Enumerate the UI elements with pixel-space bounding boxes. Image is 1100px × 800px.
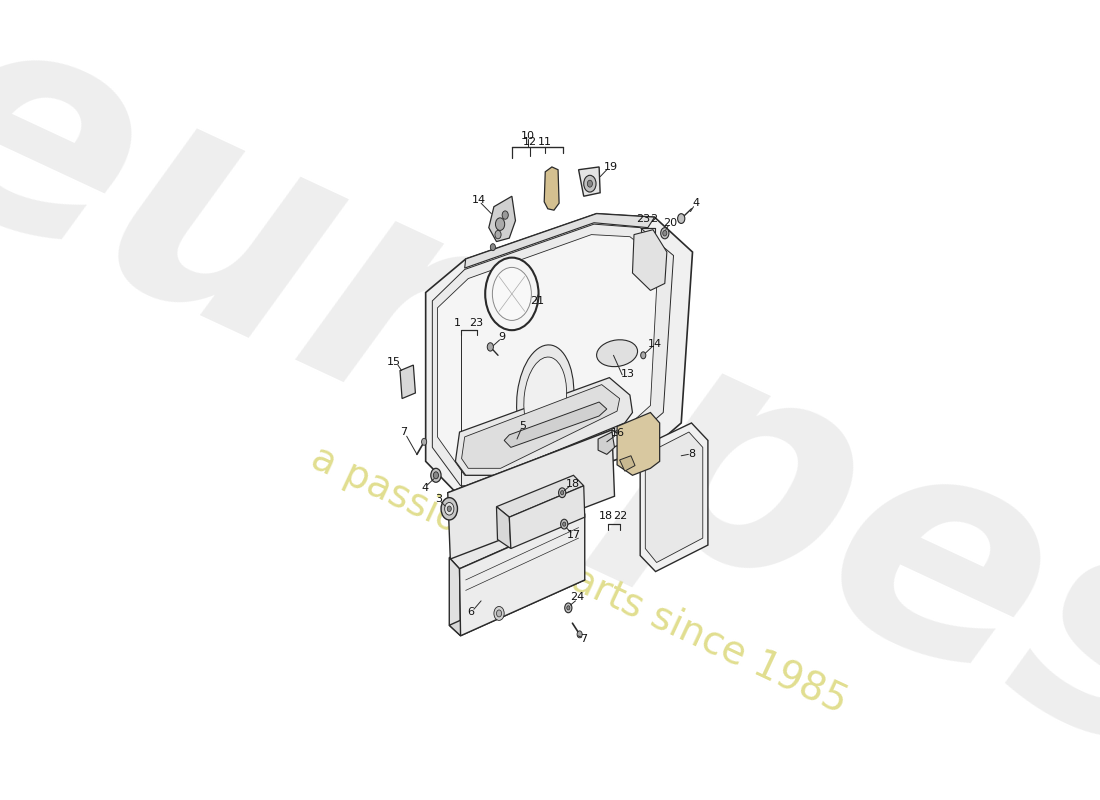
Polygon shape (509, 486, 585, 549)
Polygon shape (432, 224, 673, 486)
Ellipse shape (517, 345, 574, 452)
Circle shape (496, 610, 502, 617)
Circle shape (578, 631, 582, 638)
Circle shape (487, 342, 494, 351)
Text: 20: 20 (663, 218, 676, 228)
Polygon shape (449, 570, 585, 636)
Text: 2: 2 (650, 214, 658, 223)
Ellipse shape (524, 357, 567, 440)
Circle shape (444, 502, 454, 515)
Polygon shape (646, 432, 703, 562)
Circle shape (640, 352, 646, 358)
Text: 7: 7 (400, 427, 408, 437)
Polygon shape (462, 385, 619, 468)
Text: 21: 21 (530, 296, 544, 306)
Circle shape (566, 606, 570, 610)
Text: 4: 4 (421, 483, 428, 493)
Polygon shape (496, 506, 510, 549)
Circle shape (663, 230, 667, 236)
Text: a passion for parts since 1985: a passion for parts since 1985 (305, 438, 852, 722)
Circle shape (559, 488, 565, 498)
Circle shape (678, 214, 685, 223)
Circle shape (587, 180, 593, 187)
Text: 18: 18 (565, 478, 580, 489)
Text: 10: 10 (521, 130, 536, 141)
Text: 7: 7 (580, 634, 587, 644)
Polygon shape (449, 503, 584, 569)
Circle shape (495, 218, 505, 230)
Text: 23: 23 (636, 214, 650, 223)
Polygon shape (640, 423, 708, 571)
Polygon shape (448, 430, 615, 559)
Circle shape (561, 490, 563, 495)
Text: 24: 24 (571, 592, 585, 602)
Text: 6: 6 (468, 607, 474, 617)
Ellipse shape (596, 340, 638, 366)
Text: 18: 18 (598, 510, 613, 521)
Circle shape (441, 498, 458, 520)
Circle shape (433, 472, 439, 478)
Circle shape (493, 267, 531, 321)
Circle shape (431, 468, 441, 482)
Polygon shape (488, 196, 516, 242)
Polygon shape (579, 167, 601, 196)
Polygon shape (544, 167, 559, 210)
Circle shape (494, 606, 504, 621)
Polygon shape (460, 514, 585, 636)
Polygon shape (504, 402, 607, 447)
Circle shape (563, 522, 565, 526)
Polygon shape (598, 432, 615, 454)
Circle shape (495, 230, 502, 238)
Polygon shape (464, 214, 654, 268)
Text: 3: 3 (436, 494, 442, 504)
Polygon shape (448, 430, 630, 506)
Text: 9: 9 (498, 332, 505, 342)
Polygon shape (455, 378, 632, 475)
Text: 14: 14 (648, 339, 661, 349)
Text: 13: 13 (620, 369, 635, 379)
Polygon shape (632, 230, 667, 290)
Text: 22: 22 (614, 510, 628, 521)
Text: 4: 4 (692, 198, 700, 208)
Text: 15: 15 (387, 358, 400, 367)
Polygon shape (617, 413, 660, 475)
Text: 1: 1 (453, 318, 461, 328)
Polygon shape (438, 234, 658, 475)
Text: 12: 12 (522, 137, 537, 147)
Text: 14: 14 (472, 194, 485, 205)
Text: 11: 11 (538, 137, 552, 147)
Polygon shape (496, 475, 584, 517)
Text: 17: 17 (566, 530, 581, 539)
Polygon shape (449, 558, 461, 636)
Text: 8: 8 (688, 450, 695, 459)
Polygon shape (400, 365, 416, 398)
Text: 19: 19 (603, 162, 617, 172)
Circle shape (421, 438, 427, 446)
Polygon shape (426, 214, 693, 500)
Circle shape (661, 228, 669, 238)
Circle shape (485, 258, 539, 330)
Circle shape (564, 603, 572, 613)
Circle shape (502, 211, 508, 219)
Circle shape (448, 506, 451, 511)
Circle shape (561, 519, 568, 529)
Polygon shape (619, 456, 635, 471)
Circle shape (491, 244, 495, 250)
Text: 16: 16 (610, 429, 625, 438)
Text: 5: 5 (519, 422, 527, 431)
Circle shape (584, 175, 596, 192)
Text: 23: 23 (470, 318, 484, 328)
